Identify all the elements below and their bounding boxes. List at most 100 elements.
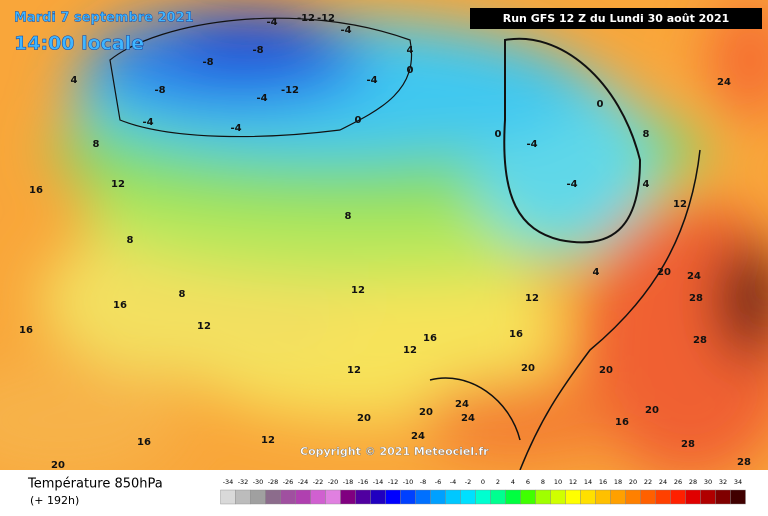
scale-tick-label: -16: [358, 478, 369, 486]
scale-tick-label: 20: [629, 478, 637, 486]
contour-label: -8: [154, 85, 165, 96]
contour-label: 24: [717, 77, 731, 88]
contour-label: 4: [71, 75, 78, 86]
scale-swatch: [220, 489, 236, 505]
scale-tick-label: 6: [526, 478, 530, 486]
forecast-time: 14:00 locale: [14, 33, 144, 55]
scale-tick-label: -32: [238, 478, 249, 486]
contour-label: -12: [281, 85, 299, 96]
contour-label: -4: [266, 17, 277, 28]
contour-label: 24: [461, 413, 475, 424]
contour-label: 4: [643, 179, 650, 190]
scale-tick-label: -10: [403, 478, 414, 486]
scale-tick-label: -12: [388, 478, 399, 486]
scale-swatch: [625, 489, 641, 505]
contour-label: 12: [673, 199, 687, 210]
scale-tick-label: -4: [450, 478, 456, 486]
scale-swatch: [355, 489, 371, 505]
scale-swatch: [550, 489, 566, 505]
scale-swatch: [520, 489, 536, 505]
scale-tick-label: -20: [328, 478, 339, 486]
run-label: Run GFS 12 Z du Lundi 30 août 2021: [503, 12, 730, 25]
scale-tick-label: -18: [343, 478, 354, 486]
contour-label: 8: [345, 211, 352, 222]
scale-swatch: [310, 489, 326, 505]
scale-swatch: [685, 489, 701, 505]
scale-tick-label: 2: [496, 478, 500, 486]
contour-label: -4: [230, 123, 241, 134]
scale-tick-label: 10: [554, 478, 562, 486]
contour-label: 20: [657, 267, 671, 278]
scale-swatch: [715, 489, 731, 505]
contour-label: 24: [411, 431, 425, 442]
scale-tick-label: -6: [435, 478, 441, 486]
contour-label: -4: [256, 93, 267, 104]
contour-label: 12: [111, 179, 125, 190]
scale-tick-label: 14: [584, 478, 592, 486]
scale-tick-label: -22: [313, 478, 324, 486]
scale-tick-label: -24: [298, 478, 309, 486]
copyright: Copyright © 2021 Meteociel.fr: [300, 445, 489, 458]
lead-time: (+ 192h): [30, 494, 79, 507]
scale-swatch: [280, 489, 296, 505]
contour-label: -4: [142, 117, 153, 128]
scale-tick-label: -2: [465, 478, 471, 486]
contour-label: 12: [347, 365, 361, 376]
scale-swatch: [370, 489, 386, 505]
contour-label: 28: [693, 335, 707, 346]
scale-swatch: [670, 489, 686, 505]
contour-label: 12: [403, 345, 417, 356]
scale-tick-label: 8: [541, 478, 545, 486]
scale-tick-label: -14: [373, 478, 384, 486]
contour-label: 28: [737, 457, 751, 468]
contour-label: 20: [599, 365, 613, 376]
scale-swatch: [610, 489, 626, 505]
forecast-date: Mardi 7 septembre 2021: [14, 11, 194, 26]
scale-tick-label: 4: [511, 478, 515, 486]
scale-swatch: [445, 489, 461, 505]
contour-label: 16: [113, 300, 127, 311]
scale-tick-label: 30: [704, 478, 712, 486]
contour-label: 16: [29, 185, 43, 196]
contour-label: 8: [179, 289, 186, 300]
contour-label: 16: [137, 437, 151, 448]
contour-label: -4: [340, 25, 351, 36]
scale-swatch: [250, 489, 266, 505]
scale-swatch: [295, 489, 311, 505]
scale-tick-label: 34: [734, 478, 742, 486]
contour-label: 0: [407, 65, 414, 76]
scale-swatch: [265, 489, 281, 505]
legend-title: Température 850hPa: [27, 477, 163, 492]
scale-swatch: [235, 489, 251, 505]
contour-label: 0: [597, 99, 604, 110]
contour-label: -8: [252, 45, 263, 56]
contour-label: 28: [689, 293, 703, 304]
scale-swatch: [400, 489, 416, 505]
scale-swatch: [490, 489, 506, 505]
scale-tick-label: 26: [674, 478, 682, 486]
contour-label: 16: [19, 325, 33, 336]
run-box: [470, 8, 762, 29]
scale-swatch: [505, 489, 521, 505]
scale-tick-label: -28: [268, 478, 279, 486]
scale-swatch: [535, 489, 551, 505]
contour-label: 24: [687, 271, 701, 282]
contour-label: 12: [525, 293, 539, 304]
contour-label: 8: [127, 235, 134, 246]
scale-swatch: [385, 489, 401, 505]
contour-label: -4: [526, 139, 537, 150]
scale-tick-label: 12: [569, 478, 577, 486]
scale-tick-label: -8: [420, 478, 426, 486]
contour-label: 16: [509, 329, 523, 340]
contour-label: 20: [419, 407, 433, 418]
scale-swatch: [325, 489, 341, 505]
scale-swatch: [340, 489, 356, 505]
scale-swatch: [460, 489, 476, 505]
scale-tick-label: -30: [253, 478, 264, 486]
contour-label: 12: [351, 285, 365, 296]
scale-swatch: [655, 489, 671, 505]
contour-label: 0: [355, 115, 362, 126]
contour-label: 16: [615, 417, 629, 428]
scale-swatch: [415, 489, 431, 505]
